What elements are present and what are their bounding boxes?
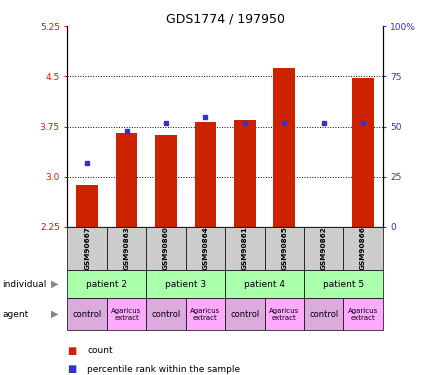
Text: ▶: ▶	[51, 309, 59, 319]
Bar	[233, 120, 255, 227]
Text: control: control	[230, 310, 259, 319]
Bar	[146, 298, 185, 330]
Text: count: count	[87, 346, 112, 355]
Bar	[225, 298, 264, 330]
Text: ▶: ▶	[51, 279, 59, 289]
Bar	[146, 270, 225, 298]
Bar	[155, 135, 176, 227]
Text: GSM90860: GSM90860	[163, 226, 168, 270]
Bar	[76, 185, 98, 227]
Bar	[352, 78, 373, 227]
Bar	[194, 122, 216, 227]
Text: Agaricus
extract: Agaricus extract	[269, 308, 299, 321]
Text: GSM90862: GSM90862	[320, 226, 326, 270]
Bar	[185, 227, 225, 270]
Bar	[185, 298, 225, 330]
Bar	[67, 227, 107, 270]
Bar	[146, 227, 185, 270]
Text: agent: agent	[2, 310, 28, 319]
Text: patient 4: patient 4	[243, 280, 284, 289]
Bar	[264, 227, 303, 270]
Text: patient 3: patient 3	[165, 280, 206, 289]
Text: GSM90861: GSM90861	[241, 226, 247, 270]
Text: Agaricus
extract: Agaricus extract	[190, 308, 220, 321]
Bar	[67, 298, 107, 330]
Bar	[273, 68, 294, 227]
Bar	[107, 227, 146, 270]
Text: control: control	[308, 310, 338, 319]
Text: GSM90864: GSM90864	[202, 226, 208, 270]
Text: control: control	[151, 310, 180, 319]
Bar	[342, 227, 382, 270]
Text: GSM90863: GSM90863	[123, 226, 129, 270]
Bar	[115, 133, 137, 227]
Bar	[264, 298, 303, 330]
Bar	[342, 298, 382, 330]
Text: Agaricus
extract: Agaricus extract	[347, 308, 377, 321]
Text: patient 2: patient 2	[86, 280, 127, 289]
Bar	[225, 270, 303, 298]
Text: Agaricus
extract: Agaricus extract	[111, 308, 141, 321]
Text: individual: individual	[2, 280, 46, 289]
Text: percentile rank within the sample: percentile rank within the sample	[87, 365, 240, 374]
Bar	[303, 227, 342, 270]
Text: control: control	[72, 310, 102, 319]
Text: ■: ■	[67, 346, 76, 355]
Bar	[303, 298, 342, 330]
Bar	[107, 298, 146, 330]
Bar	[67, 270, 146, 298]
Bar	[225, 227, 264, 270]
Text: GSM90667: GSM90667	[84, 226, 90, 270]
Text: GSM90865: GSM90865	[281, 226, 286, 270]
Text: GSM90866: GSM90866	[359, 226, 365, 270]
Text: ■: ■	[67, 364, 76, 374]
Bar	[303, 270, 382, 298]
Text: patient 5: patient 5	[322, 280, 363, 289]
Title: GDS1774 / 197950: GDS1774 / 197950	[165, 12, 284, 25]
